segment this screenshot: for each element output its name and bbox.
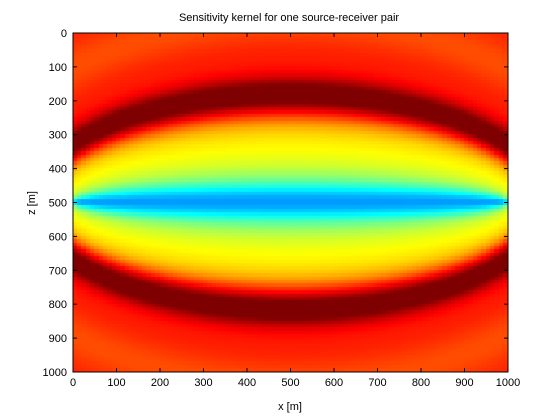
y-axis: 0 100 200 300 400 500 600 700 800 900 1000	[43, 28, 508, 379]
x-tick-label: 1000	[496, 377, 520, 389]
x-tick-label: 300	[194, 377, 212, 389]
x-tick-label: 700	[368, 377, 386, 389]
x-axis-label: x [m]	[278, 401, 302, 413]
x-tick-label: 200	[151, 377, 169, 389]
x-tick-label: 900	[455, 377, 473, 389]
y-tick-label: 900	[49, 333, 67, 345]
x-tick-label: 100	[107, 377, 125, 389]
y-tick-label: 500	[49, 198, 67, 210]
x-tick-label: 600	[325, 377, 343, 389]
y-tick-label: 200	[49, 96, 67, 108]
y-axis-label: z [m]	[26, 191, 38, 215]
x-tick-label: 800	[412, 377, 430, 389]
y-tick-label: 1000	[43, 367, 67, 379]
y-tick-label: 100	[49, 62, 67, 74]
y-tick-label: 600	[49, 231, 67, 243]
x-axis: 0 100 200 300 400 500 600 700 800 900 1000	[70, 33, 520, 389]
x-tick-label: 400	[238, 377, 256, 389]
heatmap-plot-area	[73, 33, 508, 372]
chart-title: Sensitivity kernel for one source-receiv…	[179, 12, 399, 24]
y-tick-label: 700	[49, 265, 67, 277]
y-tick-label: 400	[49, 164, 67, 176]
heatmap-canvas	[73, 33, 508, 372]
y-tick-label: 0	[61, 28, 67, 40]
y-tick-label: 800	[49, 299, 67, 311]
y-tick-label: 300	[49, 130, 67, 142]
x-tick-label: 0	[70, 377, 76, 389]
x-tick-label: 500	[281, 377, 299, 389]
